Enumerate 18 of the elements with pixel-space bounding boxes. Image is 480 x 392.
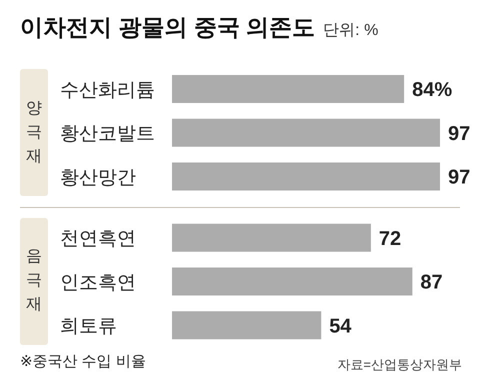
data-label: 87 (420, 272, 443, 294)
data-label: 97 (448, 122, 470, 145)
y-tick-label: 수산화리튬 (60, 80, 155, 101)
y-tick-label: 황산코발트 (60, 124, 155, 145)
data-label: 72 (378, 228, 402, 250)
group-label-box: 양극재 (20, 69, 48, 196)
chart-title: 이차전지 광물의 중국 의존도 (20, 14, 316, 40)
text: ※중국산 수입 비율 (20, 352, 146, 371)
group-label-box: 음극재 (20, 218, 48, 345)
y-tick-label: 인조흑연 (60, 272, 136, 294)
y-tick-label: 천연흑연 (60, 228, 136, 250)
y-tick-label: 희토류 (60, 316, 117, 338)
data-label: 54 (329, 315, 352, 338)
chart-subtitle: 단위: % (323, 22, 378, 39)
text: 자료=산업통상자원부 (337, 356, 462, 374)
data-label: 84% (412, 79, 452, 101)
y-tick-label: 황산망간 (60, 167, 136, 188)
data-label: 97 (448, 166, 470, 188)
